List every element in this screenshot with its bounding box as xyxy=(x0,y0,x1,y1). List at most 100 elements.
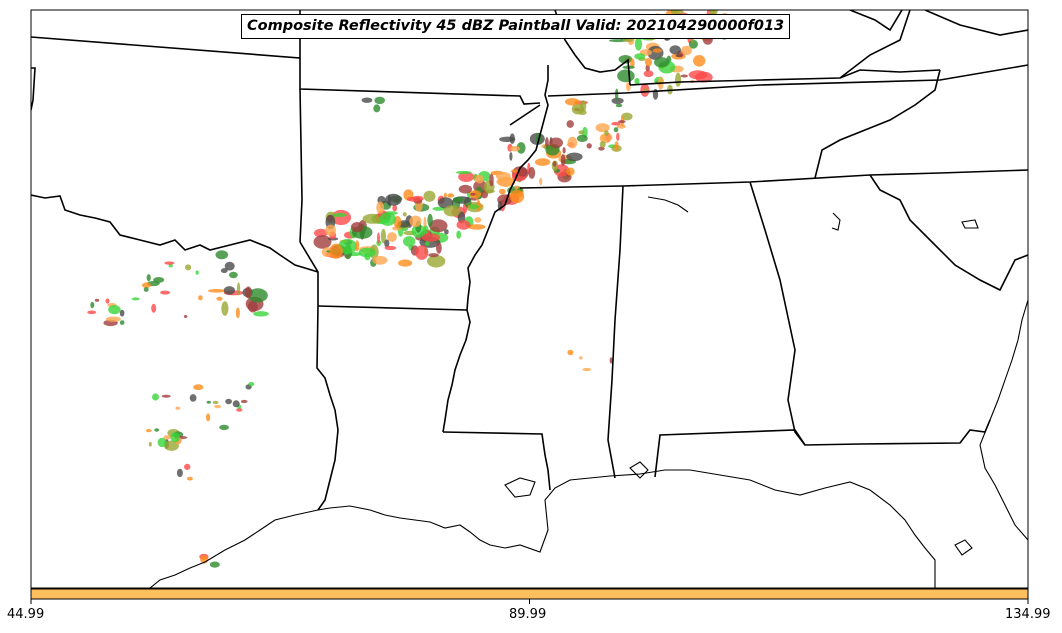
paintball-blob xyxy=(643,70,654,78)
boundary-oklahoma-north xyxy=(299,58,541,105)
paintball-blob xyxy=(680,74,688,78)
paintball-blob xyxy=(209,561,220,568)
paintball-blob xyxy=(237,282,241,296)
colorbar-tick-label-mid: 89.99 xyxy=(509,607,547,622)
paintball-blob xyxy=(456,230,462,239)
paintball-blob xyxy=(455,170,472,175)
paintball-blob xyxy=(510,169,519,173)
paintball-blob xyxy=(151,303,157,313)
paintball-blob xyxy=(214,404,222,409)
paintball-blob xyxy=(206,400,211,404)
boundary-florida-panhandle xyxy=(654,419,991,478)
paintball-blob xyxy=(212,400,219,405)
boundary-alabama-georgia xyxy=(749,181,806,446)
paintball-blob xyxy=(634,37,643,51)
paintball-blob xyxy=(670,10,684,15)
paintball-blob xyxy=(552,161,557,167)
paintball-blob xyxy=(427,255,446,268)
paintball-blob xyxy=(206,413,211,422)
map-border xyxy=(30,9,1029,589)
paintball-blob xyxy=(314,228,328,238)
map-content xyxy=(31,10,1028,588)
paintball-blob xyxy=(634,53,646,60)
paintball-blob xyxy=(447,193,455,198)
paintball-blob xyxy=(609,357,613,364)
paintball-blob xyxy=(154,428,160,432)
paintball-blob xyxy=(198,295,203,301)
lake-wylie xyxy=(961,219,979,229)
colorbar-tick-label-min: 44.99 xyxy=(7,607,45,622)
paintball-blob xyxy=(332,213,347,217)
paintball-blob xyxy=(329,243,343,259)
paintball-blob xyxy=(618,120,626,124)
paintball-blob xyxy=(148,441,152,447)
paintball-blob xyxy=(215,250,229,260)
paintball-blob xyxy=(163,435,172,440)
florida-east-coast xyxy=(979,299,1028,541)
paintball-blob xyxy=(325,224,336,236)
paintball-blob xyxy=(248,382,255,387)
paintball-blob xyxy=(119,320,125,325)
paintball-blob xyxy=(595,123,610,133)
paintball-blob xyxy=(244,286,252,299)
paintball-blob xyxy=(580,100,587,112)
paintball-blob xyxy=(579,356,583,360)
paintball-blob xyxy=(467,224,486,230)
paintball-blob xyxy=(208,289,226,293)
paintball-blob xyxy=(611,97,624,105)
boundary-missouri-arkansas xyxy=(509,104,541,126)
boundary-mississippi-alabama xyxy=(607,185,624,479)
paintball-blob xyxy=(578,109,587,116)
paintball-blob xyxy=(564,98,580,106)
paintball-blob xyxy=(232,400,240,408)
paintball-blob xyxy=(142,282,151,289)
paintball-blob xyxy=(146,274,151,282)
reservoir-alabama xyxy=(647,196,689,213)
paintball-blob xyxy=(170,432,181,443)
paintball-blob xyxy=(240,399,248,404)
paintball-blob xyxy=(423,190,436,202)
paintball-blob xyxy=(355,240,360,252)
paintball-blob xyxy=(168,264,173,268)
paintball-blob xyxy=(403,236,416,247)
boundary-louisiana-mississippi xyxy=(442,431,551,491)
paintball-blob xyxy=(621,112,633,121)
paintball-blob xyxy=(225,398,233,405)
paintball-blob xyxy=(164,440,179,451)
boundary-louisiana-west xyxy=(316,305,339,511)
boundary-arkansas-west xyxy=(299,241,319,306)
paintball-blob xyxy=(380,228,386,244)
paintball-blob xyxy=(392,204,398,212)
paintball-blob xyxy=(87,310,97,315)
paintball-blob xyxy=(373,104,381,113)
paintball-blob xyxy=(567,349,574,356)
paintball-blob xyxy=(495,171,511,181)
boundary-oklahoma-west xyxy=(299,88,303,243)
paintball-blob xyxy=(514,185,519,190)
paintball-blob xyxy=(615,88,619,101)
map-title: Composite Reflectivity 45 dBZ Paintball … xyxy=(241,14,791,39)
paintball-blob xyxy=(582,367,592,372)
paintball-blob xyxy=(452,196,464,203)
paintball-blob xyxy=(94,298,100,302)
paintball-blob xyxy=(247,300,258,313)
paintball-blob xyxy=(436,242,442,254)
paintball-blob xyxy=(152,393,159,401)
paintball-blob xyxy=(469,204,479,210)
paintball-blob xyxy=(153,277,165,283)
paintball-blob xyxy=(562,147,566,154)
paintball-blob xyxy=(379,212,396,226)
paintball-blob xyxy=(615,103,623,108)
paintball-blob xyxy=(474,217,482,223)
paintball-blob xyxy=(384,239,390,248)
paintball-blob xyxy=(428,253,439,258)
paintball-blob xyxy=(157,437,167,448)
paintball-blob xyxy=(193,384,204,391)
paintball-blob xyxy=(645,64,650,72)
paintball-blob xyxy=(443,192,447,198)
boundary-illinois-indiana xyxy=(554,10,631,86)
paintball-blob xyxy=(654,57,670,68)
paintball-blob xyxy=(145,429,152,433)
paintball-blob xyxy=(675,72,682,87)
